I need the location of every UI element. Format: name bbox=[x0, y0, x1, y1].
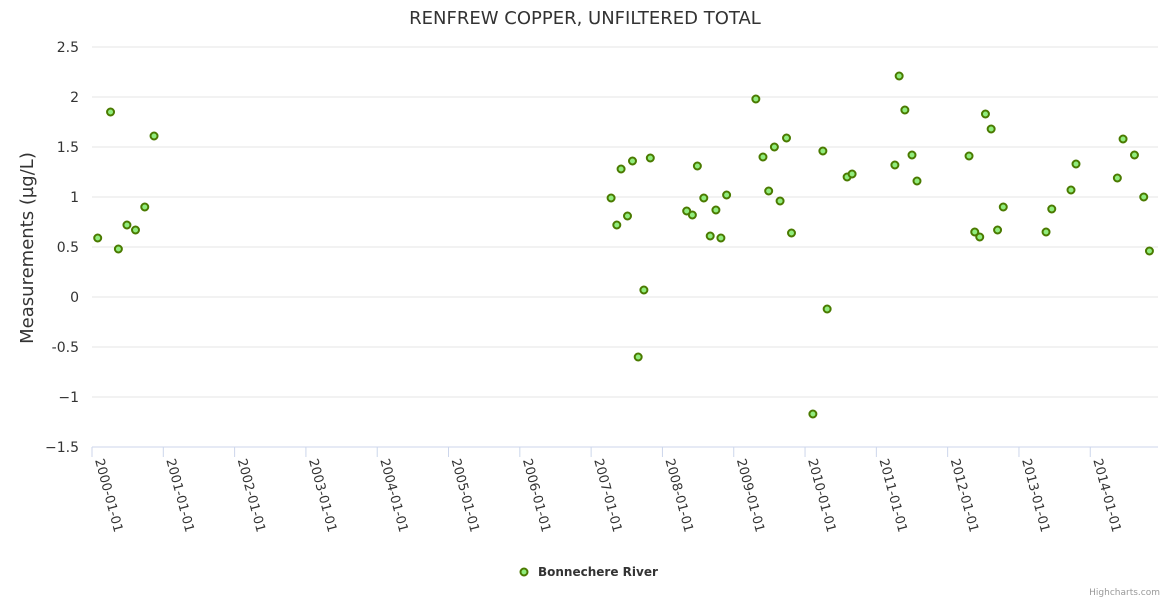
data-point[interactable] bbox=[122, 220, 132, 230]
data-point[interactable] bbox=[113, 244, 123, 254]
data-point[interactable] bbox=[907, 150, 917, 160]
data-point[interactable] bbox=[890, 160, 900, 170]
data-point[interactable] bbox=[692, 161, 702, 171]
data-point[interactable] bbox=[775, 196, 785, 206]
data-point[interactable] bbox=[616, 164, 626, 174]
data-point[interactable] bbox=[687, 210, 697, 220]
data-point[interactable] bbox=[149, 131, 159, 141]
data-point[interactable] bbox=[705, 231, 715, 241]
data-point[interactable] bbox=[1139, 192, 1149, 202]
x-tick-label: 2007-01-01 bbox=[590, 457, 624, 534]
data-point[interactable] bbox=[1112, 173, 1122, 183]
data-point[interactable] bbox=[786, 228, 796, 238]
data-point[interactable] bbox=[711, 205, 721, 215]
data-point[interactable] bbox=[1047, 204, 1057, 214]
data-point[interactable] bbox=[612, 220, 622, 230]
data-point[interactable] bbox=[900, 105, 910, 115]
x-tick-marks: 2000-01-01 2001-01-01 2002-01-01 2003-01-01… bbox=[91, 447, 1123, 534]
y-tick-label: 1 bbox=[70, 190, 79, 206]
data-point[interactable] bbox=[1144, 246, 1154, 256]
data-point[interactable] bbox=[998, 202, 1008, 212]
data-point[interactable] bbox=[722, 190, 732, 200]
data-point[interactable] bbox=[764, 186, 774, 196]
data-point[interactable] bbox=[93, 233, 103, 243]
y-tick-label: −1 bbox=[58, 390, 79, 406]
data-point[interactable] bbox=[1129, 150, 1139, 160]
x-tick-label: 2010-01-01 bbox=[804, 457, 838, 534]
data-point[interactable] bbox=[130, 225, 140, 235]
data-point[interactable] bbox=[986, 124, 996, 134]
data-point[interactable] bbox=[1041, 227, 1051, 237]
series-points[interactable] bbox=[93, 71, 1154, 419]
data-point[interactable] bbox=[993, 225, 1003, 235]
y-tick-label: −1.5 bbox=[45, 440, 79, 456]
data-point[interactable] bbox=[818, 146, 828, 156]
legend[interactable]: Bonnechere River bbox=[519, 565, 658, 579]
x-tick-label: 2003-01-01 bbox=[305, 457, 339, 534]
data-point[interactable] bbox=[716, 233, 726, 243]
grid bbox=[92, 46, 1158, 448]
y-tick-label: 0 bbox=[70, 290, 79, 306]
chart-title: RENFREW COPPER, UNFILTERED TOTAL bbox=[409, 8, 761, 29]
data-point[interactable] bbox=[894, 71, 904, 81]
x-tick-label: 2009-01-01 bbox=[733, 457, 767, 534]
data-point[interactable] bbox=[847, 169, 857, 179]
data-point[interactable] bbox=[808, 409, 818, 419]
credits[interactable]: Highcharts.com bbox=[1089, 588, 1160, 598]
data-point[interactable] bbox=[645, 153, 655, 163]
data-point[interactable] bbox=[699, 193, 709, 203]
data-point[interactable] bbox=[822, 304, 832, 314]
data-point[interactable] bbox=[758, 152, 768, 162]
data-point[interactable] bbox=[1071, 159, 1081, 169]
data-point[interactable] bbox=[1118, 134, 1128, 144]
x-tick-label: 2008-01-01 bbox=[662, 457, 696, 534]
x-tick-label: 2004-01-01 bbox=[376, 457, 410, 534]
data-point[interactable] bbox=[912, 176, 922, 186]
data-point[interactable] bbox=[975, 232, 985, 242]
x-tick-label: 2013-01-01 bbox=[1018, 457, 1052, 534]
data-point[interactable] bbox=[980, 109, 990, 119]
y-axis-label: Measurements (µg/L) bbox=[17, 152, 38, 344]
y-tick-label: 0.5 bbox=[57, 240, 79, 256]
data-point[interactable] bbox=[622, 211, 632, 221]
data-point[interactable] bbox=[606, 193, 616, 203]
y-tick-label: 1.5 bbox=[57, 140, 79, 156]
data-point[interactable] bbox=[1066, 185, 1076, 195]
data-point[interactable] bbox=[682, 206, 692, 216]
y-tick-labels: 2.5 2 1.5 1 0.5 0 -0.5 −1 −1.5 bbox=[45, 40, 79, 456]
data-point[interactable] bbox=[106, 107, 116, 117]
x-tick-label: 2005-01-01 bbox=[448, 457, 482, 534]
x-tick-label: 2011-01-01 bbox=[875, 457, 909, 534]
x-tick-label: 2002-01-01 bbox=[234, 457, 268, 534]
data-point[interactable] bbox=[782, 133, 792, 143]
x-tick-label: 2012-01-01 bbox=[947, 457, 981, 534]
data-point[interactable] bbox=[627, 156, 637, 166]
data-point[interactable] bbox=[633, 352, 643, 362]
y-tick-label: 2 bbox=[70, 90, 79, 106]
y-tick-label: -0.5 bbox=[52, 340, 79, 356]
y-tick-label: 2.5 bbox=[57, 40, 79, 56]
data-point[interactable] bbox=[140, 202, 150, 212]
x-tick-label: 2006-01-01 bbox=[519, 457, 553, 534]
legend-marker[interactable] bbox=[519, 567, 529, 577]
data-point[interactable] bbox=[639, 285, 649, 295]
x-tick-label: 2000-01-01 bbox=[91, 457, 125, 534]
legend-item-bonnechere-river[interactable]: Bonnechere River bbox=[538, 565, 658, 579]
x-tick-label: 2001-01-01 bbox=[162, 457, 196, 534]
data-point[interactable] bbox=[964, 151, 974, 161]
data-point[interactable] bbox=[970, 227, 980, 237]
x-tick-label: 2014-01-01 bbox=[1089, 457, 1123, 534]
data-point[interactable] bbox=[751, 94, 761, 104]
data-point[interactable] bbox=[769, 142, 779, 152]
